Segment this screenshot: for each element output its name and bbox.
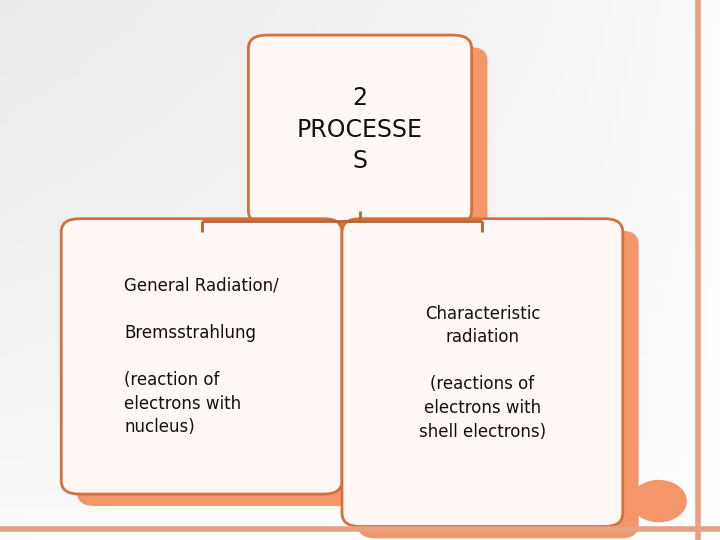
FancyBboxPatch shape <box>342 219 623 526</box>
Circle shape <box>631 481 686 522</box>
FancyBboxPatch shape <box>358 231 639 538</box>
FancyBboxPatch shape <box>61 219 342 494</box>
FancyBboxPatch shape <box>77 231 358 506</box>
Text: 2
PROCESSE
S: 2 PROCESSE S <box>297 86 423 173</box>
Text: Characteristic
radiation

(reactions of
electrons with
shell electrons): Characteristic radiation (reactions of e… <box>419 305 546 441</box>
FancyBboxPatch shape <box>264 47 487 236</box>
Text: General Radiation/

Bremsstrahlung

(reaction of
electrons with
nucleus): General Radiation/ Bremsstrahlung (react… <box>125 276 279 436</box>
FancyBboxPatch shape <box>248 35 472 224</box>
